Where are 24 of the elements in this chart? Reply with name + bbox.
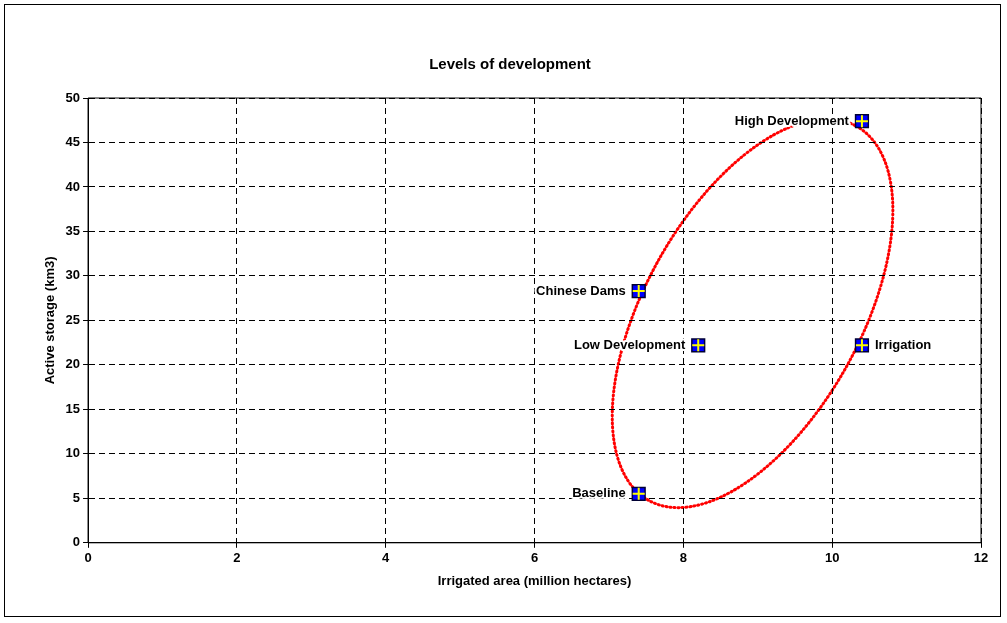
y-tick-label: 50: [65, 89, 81, 105]
y-tick-label: 5: [72, 489, 81, 505]
x-tick-label: 12: [973, 550, 989, 566]
x-axis-title: Irrigated area (million hectares): [437, 572, 632, 588]
annotation: Irrigation: [874, 336, 932, 352]
y-tick-label: 25: [65, 311, 81, 327]
y-tick-label: 20: [65, 356, 81, 372]
y-tick-label: 0: [72, 534, 81, 550]
y-tick-label: 10: [65, 445, 81, 461]
x-tick-label: 6: [530, 550, 539, 566]
y-tick-label: 40: [65, 178, 81, 194]
y-tick-label: 45: [65, 134, 81, 150]
x-tick-label: 2: [233, 550, 241, 566]
y-tick-label: 15: [65, 400, 81, 416]
y-tick-label: 35: [65, 223, 81, 239]
y-tick-label: 30: [65, 267, 81, 283]
y-axis-title: Active storage (km3): [42, 256, 58, 385]
x-tick-label: 10: [824, 550, 840, 566]
annotation: Baseline: [572, 485, 626, 501]
chart-title: Levels of development: [429, 55, 591, 73]
x-tick-label: 0: [84, 550, 92, 566]
annotation: Chinese Dams: [536, 282, 626, 298]
x-tick-label: 4: [382, 550, 391, 566]
x-tick-label: 8: [679, 550, 687, 566]
